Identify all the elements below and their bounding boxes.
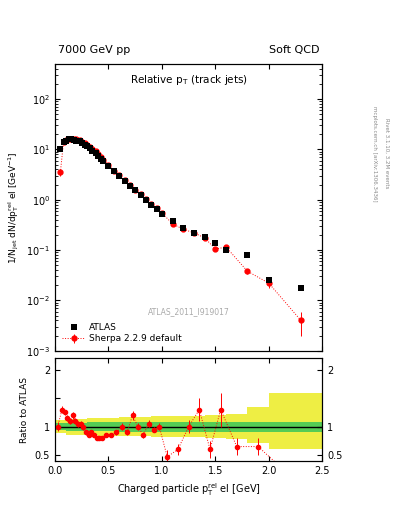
Bar (151, 416, 162, 437)
ATLAS (127, 183, 132, 189)
ATLAS (181, 225, 185, 231)
Bar (108, 422, 119, 431)
ATLAS (143, 197, 148, 203)
ATLAS (83, 141, 87, 147)
Bar (130, 417, 141, 436)
ATLAS (72, 137, 77, 143)
ATLAS (69, 136, 73, 142)
Bar (205, 415, 226, 438)
ATLAS (90, 147, 95, 154)
Bar (226, 421, 248, 432)
ATLAS (192, 230, 196, 236)
Y-axis label: 1/N$_{\rm jet}$ dN/dp$^{\rm rel}_{\rm T}$ el [GeV$^{-1}$]: 1/N$_{\rm jet}$ dN/dp$^{\rm rel}_{\rm T}… (6, 151, 20, 264)
ATLAS (266, 278, 271, 284)
ATLAS (138, 192, 143, 198)
Bar (119, 417, 130, 436)
Line: ATLAS: ATLAS (57, 136, 304, 291)
ATLAS (154, 206, 159, 212)
Legend: ATLAS, Sherpa 2.2.9 default: ATLAS, Sherpa 2.2.9 default (59, 320, 185, 346)
Bar (119, 421, 130, 432)
ATLAS (93, 150, 98, 156)
ATLAS (106, 162, 111, 168)
ATLAS (61, 139, 66, 145)
Bar (98, 418, 108, 436)
Y-axis label: Ratio to ATLAS: Ratio to ATLAS (20, 377, 29, 442)
Bar (66, 423, 76, 431)
Bar (162, 421, 183, 432)
Bar (55, 423, 66, 430)
ATLAS (95, 153, 100, 159)
ATLAS (85, 143, 90, 150)
Text: ATLAS_2011_I919017: ATLAS_2011_I919017 (148, 307, 230, 316)
Bar (130, 421, 141, 432)
Text: Rivet 3.1.10, 3.2M events: Rivet 3.1.10, 3.2M events (384, 118, 389, 189)
Bar (269, 393, 322, 450)
Bar (87, 418, 98, 435)
Bar (151, 421, 162, 432)
ATLAS (122, 178, 127, 184)
ATLAS (133, 187, 138, 194)
Bar (269, 421, 322, 432)
Bar (226, 414, 248, 439)
ATLAS (66, 136, 71, 142)
Bar (66, 419, 76, 435)
Text: Relative p$_{\rm T}$ (track jets): Relative p$_{\rm T}$ (track jets) (130, 73, 248, 87)
Bar (205, 421, 226, 432)
Text: 7000 GeV pp: 7000 GeV pp (58, 46, 130, 55)
ATLAS (117, 173, 121, 179)
Bar (141, 417, 151, 436)
ATLAS (224, 247, 228, 253)
ATLAS (58, 146, 63, 153)
ATLAS (63, 138, 68, 144)
Bar (76, 423, 87, 431)
Text: mcplots.cern.ch [arXiv:1306.3436]: mcplots.cern.ch [arXiv:1306.3436] (372, 106, 377, 201)
ATLAS (202, 234, 207, 240)
Bar (183, 421, 205, 432)
Text: Soft QCD: Soft QCD (269, 46, 320, 55)
Bar (87, 422, 98, 431)
ATLAS (299, 285, 303, 291)
ATLAS (160, 211, 164, 217)
ATLAS (101, 158, 105, 164)
ATLAS (99, 156, 103, 162)
Bar (248, 407, 269, 442)
Bar (183, 416, 205, 437)
ATLAS (112, 167, 116, 174)
ATLAS (74, 138, 79, 144)
Bar (76, 419, 87, 435)
X-axis label: Charged particle p$^{\rm rel}_{\rm T}$ el [GeV]: Charged particle p$^{\rm rel}_{\rm T}$ e… (117, 481, 261, 498)
ATLAS (79, 140, 84, 146)
Bar (141, 421, 151, 432)
Bar (248, 421, 269, 432)
ATLAS (213, 240, 218, 246)
Bar (162, 416, 183, 437)
ATLAS (77, 138, 82, 144)
ATLAS (149, 202, 154, 208)
ATLAS (88, 145, 93, 152)
ATLAS (245, 252, 250, 258)
ATLAS (170, 218, 175, 224)
Bar (98, 422, 108, 431)
Bar (55, 420, 66, 434)
Bar (108, 418, 119, 436)
